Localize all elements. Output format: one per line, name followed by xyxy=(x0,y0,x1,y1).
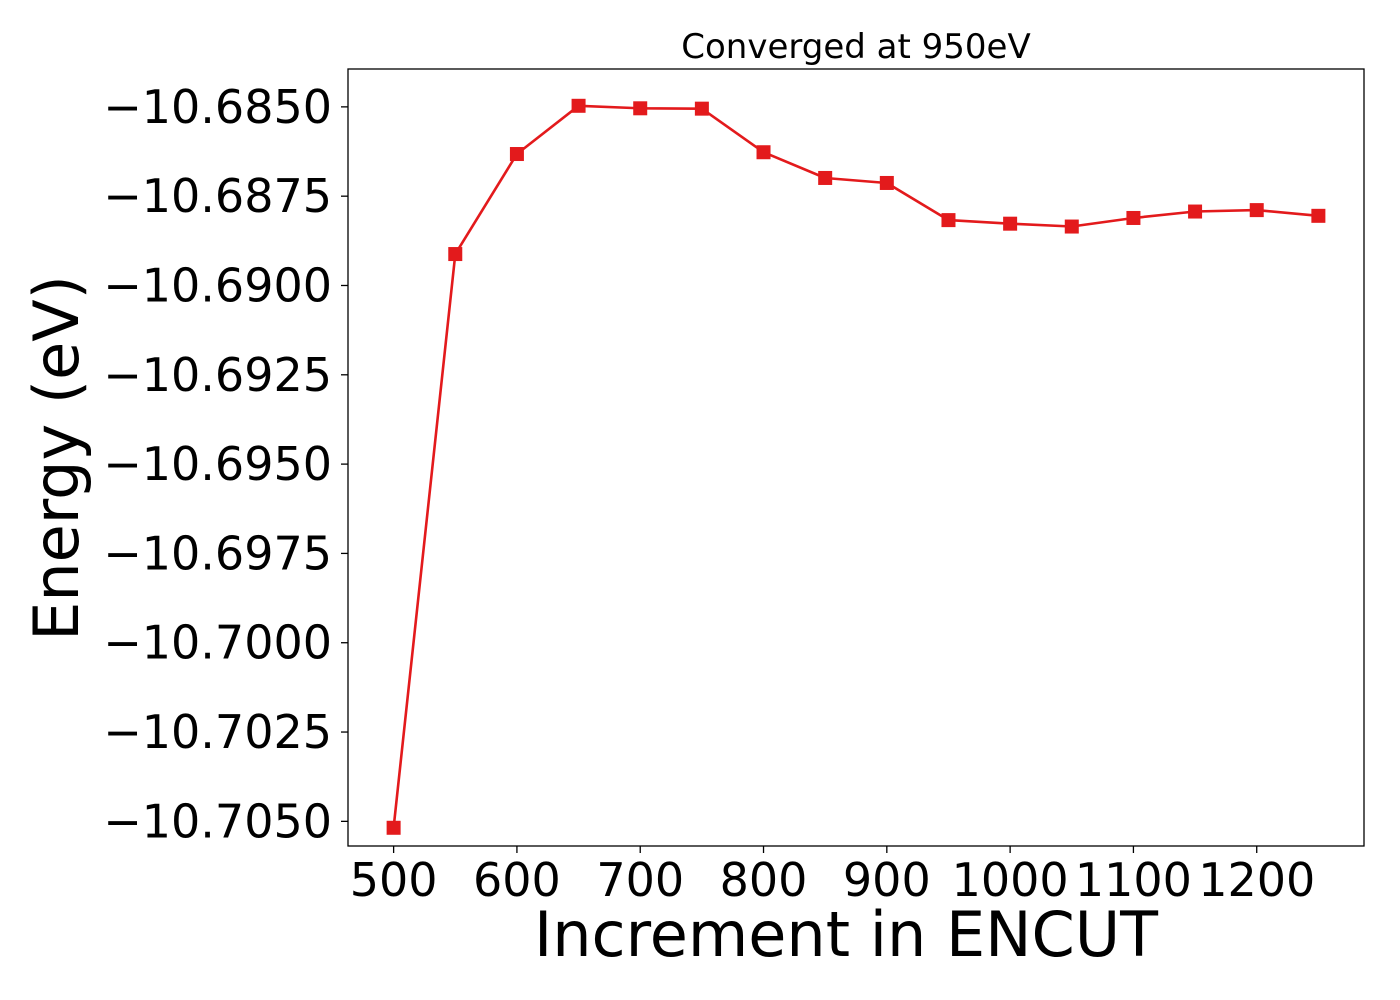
x-tick-label: 1000 xyxy=(952,853,1069,907)
series-line xyxy=(392,104,1319,828)
x-tick-label: 1100 xyxy=(1075,853,1192,907)
data-point-marker xyxy=(941,213,956,228)
data-point-marker xyxy=(1311,208,1326,223)
data-point-marker xyxy=(1249,203,1264,218)
data-point-marker xyxy=(1188,204,1203,219)
x-tick-label: 800 xyxy=(720,853,808,907)
y-tick-label: −10.6850 xyxy=(103,80,332,134)
data-point-marker xyxy=(509,147,524,162)
y-tick-label: −10.7025 xyxy=(103,705,332,759)
data-point-marker xyxy=(1064,219,1079,234)
y-tick-label: −10.6900 xyxy=(103,258,332,312)
y-tick-label: −10.6875 xyxy=(103,169,332,223)
data-point-marker xyxy=(694,101,709,116)
data-point-marker xyxy=(571,98,586,113)
y-axis-label: Energy (eV) xyxy=(20,275,93,641)
y-tick-label: −10.7000 xyxy=(103,616,332,670)
x-tick-label: 1200 xyxy=(1198,853,1315,907)
data-point-marker xyxy=(818,170,833,185)
y-tick-label: −10.6975 xyxy=(103,526,332,580)
x-tick-label: 900 xyxy=(843,853,931,907)
data-point-marker xyxy=(1126,210,1141,225)
data-point-marker xyxy=(879,175,894,190)
y-tick-label: −10.7050 xyxy=(103,794,332,848)
x-tick-label: 700 xyxy=(596,853,684,907)
data-point-marker xyxy=(756,145,771,160)
data-point-marker xyxy=(633,101,648,116)
y-tick-label: −10.6950 xyxy=(103,437,332,491)
data-point-marker xyxy=(386,820,401,835)
y-tick-label: −10.6925 xyxy=(103,348,332,402)
x-tick-label: 600 xyxy=(473,853,561,907)
data-point-marker xyxy=(448,247,463,262)
chart-title: Converged at 950eV xyxy=(681,27,1030,67)
data-point-marker xyxy=(1003,216,1018,231)
plot-area-frame xyxy=(347,68,1365,847)
x-axis-label: Increment in ENCUT xyxy=(534,898,1159,971)
x-tick-label: 500 xyxy=(350,853,438,907)
